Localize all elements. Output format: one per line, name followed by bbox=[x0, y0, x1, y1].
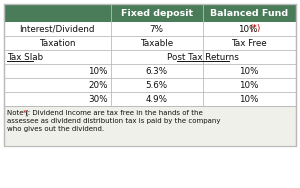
Text: 30%: 30% bbox=[88, 95, 108, 104]
Text: who gives out the dividend.: who gives out the dividend. bbox=[7, 127, 104, 133]
Bar bbox=[4, 22, 296, 36]
Text: Note (: Note ( bbox=[7, 109, 28, 116]
Text: Taxation: Taxation bbox=[39, 39, 76, 48]
Bar bbox=[4, 78, 296, 92]
Bar bbox=[4, 36, 296, 50]
Text: Post Tax Returns: Post Tax Returns bbox=[167, 52, 239, 61]
Text: Interest/Dividend: Interest/Dividend bbox=[20, 24, 95, 33]
Text: 10%: 10% bbox=[88, 67, 108, 76]
Bar bbox=[4, 4, 296, 22]
Text: Tax Slab: Tax Slab bbox=[7, 52, 43, 61]
Text: 4.9%: 4.9% bbox=[146, 95, 168, 104]
Text: assessee as dividend distribution tax is paid by the company: assessee as dividend distribution tax is… bbox=[7, 118, 220, 124]
Text: 7%: 7% bbox=[150, 24, 164, 33]
Text: Taxable: Taxable bbox=[140, 39, 173, 48]
Text: Tax Free: Tax Free bbox=[232, 39, 267, 48]
Text: 10%: 10% bbox=[238, 24, 258, 33]
Bar bbox=[4, 106, 296, 146]
Text: Fixed deposit: Fixed deposit bbox=[121, 8, 193, 17]
Text: (*): (*) bbox=[249, 24, 261, 33]
Text: 10%: 10% bbox=[239, 95, 259, 104]
Text: *: * bbox=[23, 109, 26, 115]
Text: 6.3%: 6.3% bbox=[146, 67, 168, 76]
Bar bbox=[4, 92, 296, 106]
Text: 20%: 20% bbox=[88, 80, 108, 89]
Text: 10%: 10% bbox=[239, 67, 259, 76]
Text: 5.6%: 5.6% bbox=[146, 80, 168, 89]
Text: 10%: 10% bbox=[239, 80, 259, 89]
Text: ): Dividend Income are tax free in the hands of the: ): Dividend Income are tax free in the h… bbox=[26, 109, 203, 116]
Text: Balanced Fund: Balanced Fund bbox=[210, 8, 288, 17]
Bar bbox=[4, 64, 296, 78]
Bar bbox=[4, 4, 296, 146]
Bar bbox=[4, 50, 296, 64]
